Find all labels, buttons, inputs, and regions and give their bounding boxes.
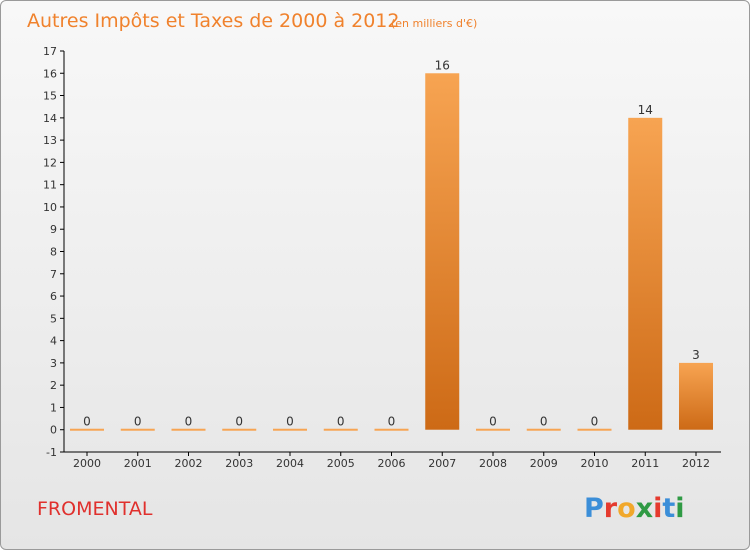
y-tick-label: 2 — [50, 379, 57, 392]
data-label: 14 — [638, 103, 653, 117]
x-tick-label: 2001 — [124, 457, 152, 470]
x-tick-label: 2004 — [276, 457, 304, 470]
chart-title: Autres Impôts et Taxes de 2000 à 2012 — [27, 10, 400, 32]
x-tick-label: 2012 — [682, 457, 710, 470]
data-label: 16 — [435, 58, 450, 72]
y-tick-label: 13 — [43, 134, 57, 147]
logo-letter: i — [653, 493, 662, 524]
bar — [273, 428, 307, 431]
y-tick-label: 7 — [50, 268, 57, 281]
bar-group — [70, 73, 713, 431]
data-label: 0 — [337, 415, 345, 429]
data-label: 0 — [540, 415, 548, 429]
data-label: 3 — [692, 348, 700, 362]
data-label: 0 — [388, 415, 396, 429]
bar — [120, 428, 155, 431]
y-tick-label: 6 — [50, 290, 57, 303]
y-tick-label: 5 — [50, 312, 57, 325]
data-label: 0 — [83, 415, 91, 429]
logo-letter: r — [604, 493, 618, 524]
bar — [577, 428, 612, 431]
data-label: 0 — [286, 415, 294, 429]
x-tick-label: 2005 — [327, 457, 355, 470]
data-label: 0 — [185, 415, 193, 429]
logo-letter: i — [675, 493, 684, 524]
chart-unit: (en milliers d'€) — [391, 17, 477, 30]
x-tick-label: 2010 — [581, 457, 609, 470]
y-tick-label: 8 — [50, 246, 57, 259]
bar — [476, 428, 510, 431]
x-tick-label: 2007 — [428, 457, 456, 470]
bar — [526, 428, 561, 431]
y-tick-label: 17 — [43, 45, 57, 58]
bar — [679, 362, 713, 430]
data-label: 0 — [591, 415, 599, 429]
y-tick-label: 11 — [43, 179, 57, 192]
logo-letter: o — [617, 493, 636, 524]
y-tick-label: 15 — [43, 90, 57, 103]
x-tick-label: 2008 — [479, 457, 507, 470]
x-tick-label: 2009 — [530, 457, 558, 470]
bar — [171, 428, 206, 431]
data-label: 0 — [489, 415, 497, 429]
x-tick-label: 2006 — [378, 457, 406, 470]
y-tick-label: 16 — [43, 67, 57, 80]
x-tick-group: 2000 2001 2002 2003 2004 2005 2006 2007 2008 2009… — [73, 452, 710, 470]
value-label-group: 0 0 0 0 0 0 0 16 0 0 0 14 3 — [83, 58, 700, 428]
bar — [628, 117, 663, 430]
x-tick-label: 2000 — [73, 457, 101, 470]
data-label: 0 — [134, 415, 142, 429]
y-tick-label: 3 — [50, 357, 57, 370]
y-tick-label: 14 — [43, 112, 57, 125]
y-tick-label: 12 — [43, 156, 57, 169]
logo-letter: t — [662, 493, 675, 524]
logo-letter: x — [636, 493, 653, 524]
bar — [374, 428, 409, 431]
data-label: 0 — [235, 415, 243, 429]
y-tick-label: 4 — [50, 335, 57, 348]
logo-text: Proxiti — [584, 493, 685, 524]
bar — [70, 428, 104, 431]
bar — [323, 428, 358, 431]
commune-name: FROMENTAL — [37, 498, 153, 520]
x-tick-label: 2003 — [225, 457, 253, 470]
y-tick-label: 0 — [50, 424, 57, 437]
bar — [425, 73, 460, 430]
bar — [222, 428, 257, 431]
x-tick-label: 2011 — [631, 457, 659, 470]
y-tick-label: -1 — [46, 446, 57, 459]
logo-letter: P — [584, 493, 604, 524]
proxiti-logo: Proxiti — [584, 493, 685, 524]
y-tick-label: 1 — [50, 401, 57, 414]
x-tick-label: 2002 — [175, 457, 203, 470]
y-tick-label: 9 — [50, 223, 57, 236]
y-tick-label: 10 — [43, 201, 57, 214]
